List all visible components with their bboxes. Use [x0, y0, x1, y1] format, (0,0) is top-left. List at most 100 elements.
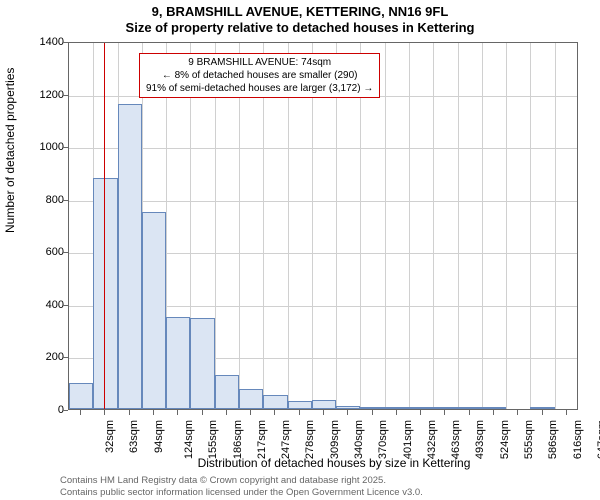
histogram-bar	[433, 407, 457, 409]
annotation-line-1: 9 BRAMSHILL AVENUE: 74sqm	[146, 56, 373, 69]
footer-line-2: Contains public sector information licen…	[60, 487, 423, 498]
x-tick-label: 555sqm	[523, 420, 535, 459]
x-tick-label: 278sqm	[305, 420, 317, 459]
histogram-bar	[530, 407, 554, 409]
x-tick-mark	[372, 410, 373, 415]
annotation-line-3: 91% of semi-detached houses are larger (…	[146, 82, 373, 95]
histogram-bar	[166, 317, 190, 409]
annotation-box: 9 BRAMSHILL AVENUE: 74sqm← 8% of detache…	[139, 53, 380, 98]
histogram-bar	[118, 104, 142, 409]
y-tick-mark	[63, 410, 68, 411]
x-tick-mark	[104, 410, 105, 415]
x-tick-mark	[469, 410, 470, 415]
histogram-bar	[93, 178, 117, 409]
grid-line-h	[69, 201, 577, 202]
histogram-bar	[385, 407, 409, 409]
x-tick-label: 309sqm	[329, 420, 341, 459]
x-tick-label: 340sqm	[353, 420, 365, 459]
x-tick-label: 94sqm	[153, 420, 165, 453]
x-tick-label: 247sqm	[280, 420, 292, 459]
x-tick-label: 124sqm	[183, 420, 195, 459]
histogram-bar	[409, 407, 433, 409]
x-tick-label: 432sqm	[426, 420, 438, 459]
x-tick-mark	[517, 410, 518, 415]
footer-line-1: Contains HM Land Registry data © Crown c…	[60, 475, 386, 486]
y-tick-label: 600	[26, 246, 64, 258]
x-tick-mark	[396, 410, 397, 415]
y-tick-mark	[63, 357, 68, 358]
histogram-bar	[482, 407, 506, 409]
grid-line-v	[530, 43, 531, 409]
y-tick-mark	[63, 200, 68, 201]
x-tick-label: 647sqm	[596, 420, 600, 459]
x-tick-mark	[542, 410, 543, 415]
y-tick-label: 1200	[26, 89, 64, 101]
x-tick-mark	[202, 410, 203, 415]
histogram-bar	[336, 406, 360, 409]
y-tick-mark	[63, 42, 68, 43]
histogram-bar	[360, 407, 384, 409]
histogram-bar	[69, 383, 93, 409]
x-tick-mark	[250, 410, 251, 415]
x-tick-mark	[129, 410, 130, 415]
x-tick-label: 524sqm	[499, 420, 511, 459]
x-tick-mark	[299, 410, 300, 415]
x-tick-label: 493sqm	[475, 420, 487, 459]
histogram-bar	[142, 212, 166, 409]
y-tick-mark	[63, 305, 68, 306]
x-tick-mark	[444, 410, 445, 415]
grid-line-v	[385, 43, 386, 409]
y-tick-label: 0	[26, 404, 64, 416]
y-tick-label: 400	[26, 299, 64, 311]
x-tick-mark	[566, 410, 567, 415]
histogram-bar	[288, 401, 312, 409]
grid-line-v	[555, 43, 556, 409]
property-marker-line	[104, 43, 105, 409]
property-size-chart: 9, BRAMSHILL AVENUE, KETTERING, NN16 9FL…	[0, 0, 600, 500]
chart-title-sub: Size of property relative to detached ho…	[0, 20, 600, 35]
grid-line-h	[69, 148, 577, 149]
x-tick-label: 217sqm	[256, 420, 268, 459]
x-tick-mark	[274, 410, 275, 415]
x-tick-label: 155sqm	[207, 420, 219, 459]
x-tick-label: 63sqm	[128, 420, 140, 453]
grid-line-v	[506, 43, 507, 409]
x-tick-label: 586sqm	[547, 420, 559, 459]
x-tick-label: 186sqm	[232, 420, 244, 459]
grid-line-v	[409, 43, 410, 409]
histogram-bar	[458, 407, 482, 409]
x-tick-label: 401sqm	[402, 420, 414, 459]
plot-area: 9 BRAMSHILL AVENUE: 74sqm← 8% of detache…	[68, 42, 578, 410]
x-tick-mark	[80, 410, 81, 415]
annotation-line-2: ← 8% of detached houses are smaller (290…	[146, 69, 373, 82]
y-tick-mark	[63, 147, 68, 148]
x-tick-label: 370sqm	[377, 420, 389, 459]
histogram-bar	[312, 400, 336, 409]
y-tick-mark	[63, 95, 68, 96]
y-tick-label: 1000	[26, 141, 64, 153]
grid-line-v	[433, 43, 434, 409]
histogram-bar	[263, 395, 287, 409]
chart-title-main: 9, BRAMSHILL AVENUE, KETTERING, NN16 9FL	[0, 4, 600, 19]
y-tick-label: 1400	[26, 36, 64, 48]
grid-line-v	[482, 43, 483, 409]
x-axis-label: Distribution of detached houses by size …	[34, 456, 600, 470]
x-tick-mark	[177, 410, 178, 415]
x-tick-mark	[226, 410, 227, 415]
x-tick-label: 32sqm	[104, 420, 116, 453]
x-tick-mark	[493, 410, 494, 415]
x-tick-mark	[323, 410, 324, 415]
x-tick-label: 463sqm	[450, 420, 462, 459]
y-tick-label: 200	[26, 351, 64, 363]
grid-line-v	[458, 43, 459, 409]
x-tick-mark	[153, 410, 154, 415]
x-tick-label: 616sqm	[572, 420, 584, 459]
histogram-bar	[215, 375, 239, 409]
x-tick-mark	[347, 410, 348, 415]
y-tick-label: 800	[26, 194, 64, 206]
histogram-bar	[239, 389, 263, 409]
histogram-bar	[190, 318, 214, 409]
x-tick-mark	[420, 410, 421, 415]
y-tick-mark	[63, 252, 68, 253]
y-axis-label: Number of detached properties	[3, 68, 17, 233]
